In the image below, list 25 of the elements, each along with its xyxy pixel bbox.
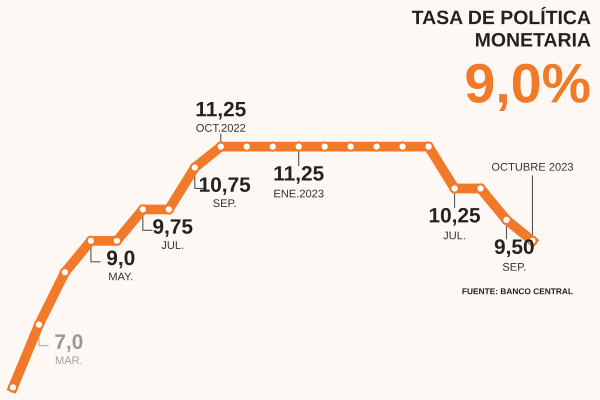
annotation: JUL.	[161, 241, 184, 249]
data-label: 9,0%	[466, 64, 590, 111]
point	[501, 214, 512, 226]
data-label: 9,0	[107, 250, 134, 268]
point	[34, 319, 44, 330]
point	[190, 162, 200, 173]
annotation: SEP.	[213, 199, 236, 208]
point	[60, 267, 70, 278]
data-label: 9,75	[153, 219, 192, 237]
annotation: MAY.	[109, 272, 132, 280]
chart-title: TASA DE POLÍTICA MONETARIA	[412, 6, 590, 47]
annotation: MAR.	[56, 356, 82, 364]
data-label: 9,50	[494, 239, 534, 258]
data-label: 11,25	[274, 166, 324, 184]
annotation: SEP.	[502, 262, 526, 271]
annotation: JUL.	[443, 232, 465, 240]
annotation: OCTUBRE 2023	[492, 162, 574, 171]
data-label: 11,25	[196, 102, 246, 120]
annotation: ENE.2023	[274, 190, 324, 198]
data-label: 10,75	[200, 177, 250, 195]
data-label: 10,25	[430, 208, 480, 226]
data-label: 7,0	[55, 334, 82, 352]
annotation: FUENTE: BANCO CENTRAL	[462, 288, 573, 294]
text: OCT.2022	[196, 124, 246, 132]
point	[8, 382, 18, 393]
